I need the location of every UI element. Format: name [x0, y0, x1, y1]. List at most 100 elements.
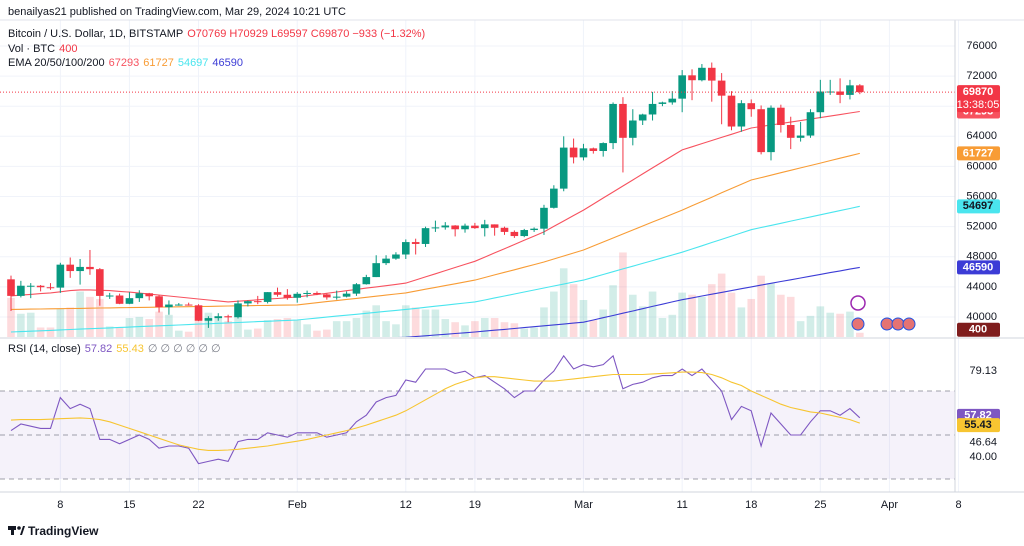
- y-tick-label: 44000: [966, 281, 997, 293]
- volume-bar: [717, 273, 726, 337]
- symbol-title: Bitcoin / U.S. Dollar, 1D, BITSTAMP: [8, 28, 184, 40]
- candle-body: [550, 188, 558, 208]
- volume-bar: [7, 297, 15, 337]
- volume-bar: [856, 332, 864, 337]
- ema-value: 46590: [212, 57, 244, 69]
- candle-body: [490, 224, 499, 228]
- volume-bar: [76, 291, 84, 337]
- volume-bar: [36, 327, 45, 337]
- candle-body: [303, 292, 311, 294]
- candle-body: [253, 301, 262, 303]
- volume-bar: [747, 298, 756, 337]
- countdown: 13:38:05: [957, 99, 1000, 111]
- candle-body: [589, 148, 598, 151]
- volume-bar: [244, 329, 252, 337]
- axis-tag: [957, 322, 1000, 337]
- axis-tag-label: 69870: [963, 86, 994, 98]
- volume-bar: [155, 311, 163, 337]
- event-icon: [891, 317, 905, 331]
- volume-bar: [441, 319, 450, 337]
- axes: 8 15 22 Feb 12 19 Mar 11 18 25 Apr 8 40000 44000 48000…: [0, 19, 1024, 511]
- candle-body: [520, 230, 529, 237]
- volume-bar: [767, 283, 775, 337]
- axis-tag: [957, 418, 1000, 433]
- volume-bar: [56, 308, 65, 337]
- volume-bar: [303, 324, 311, 337]
- volume-bar: [658, 317, 667, 337]
- candle-body: [856, 85, 864, 93]
- volume-bar: [530, 327, 538, 337]
- logo-mark: [20, 526, 25, 535]
- logo: [8, 526, 25, 535]
- volume-bar: [283, 317, 292, 337]
- candle-body: [224, 316, 232, 318]
- volume-value: 400: [59, 42, 78, 55]
- volume-bar: [224, 321, 232, 337]
- candle-body: [263, 292, 272, 302]
- candle-body: [777, 107, 785, 126]
- y-tick-label: 40000: [966, 311, 997, 323]
- volume-bar: [599, 309, 607, 337]
- volume-bar: [737, 307, 746, 337]
- candle-body: [786, 125, 795, 138]
- candle-body: [244, 301, 252, 304]
- volume-bar: [451, 322, 459, 337]
- volume-bar: [559, 268, 568, 337]
- candle-body: [66, 264, 75, 272]
- rsi-legend: RSI (14, close) 57.82 55.43 ∅ ∅ ∅ ∅ ∅ ∅: [8, 342, 225, 357]
- volume-bar: [115, 327, 124, 337]
- candle-body: [441, 225, 450, 228]
- candle-body: [668, 98, 677, 103]
- volume-bar: [727, 292, 736, 337]
- y-tick-label: 76000: [966, 40, 997, 52]
- volume-bar: [46, 327, 55, 337]
- legend-row: Bitcoin / U.S. Dollar, 1D, BITSTAMP O7076…: [8, 27, 429, 42]
- candle-body: [619, 103, 627, 138]
- ema-value: 67293: [108, 57, 140, 69]
- candle-body: [234, 303, 242, 318]
- volume-bar: [342, 321, 351, 337]
- volume-bar: [668, 314, 677, 337]
- volume-bar: [392, 324, 400, 337]
- volume-bar: [313, 330, 321, 337]
- x-tick-label: 8: [955, 499, 961, 511]
- volume-bar: [579, 300, 588, 337]
- candle-body: [707, 67, 716, 81]
- rsi-line: [10, 354, 861, 465]
- candle-body: [461, 225, 469, 230]
- y-tick-label: 40.00: [969, 451, 997, 463]
- volume-bar: [293, 320, 302, 337]
- candle-body: [105, 295, 114, 297]
- volume-bar: [273, 319, 282, 337]
- volume-bar: [777, 294, 785, 337]
- candle-body: [747, 103, 756, 110]
- volume-bar: [431, 309, 440, 337]
- volume-bar: [86, 296, 94, 337]
- candle-body: [836, 91, 844, 95]
- volume-bar: [609, 285, 617, 337]
- candle-body: [362, 277, 371, 285]
- volume-bar: [629, 294, 637, 337]
- candle-body: [313, 292, 321, 295]
- candle-body: [283, 294, 292, 298]
- candle-body: [402, 242, 410, 255]
- volume-bar: [402, 305, 410, 337]
- candle-body: [46, 287, 55, 289]
- volume-bar: [263, 320, 272, 337]
- volume-bar: [174, 330, 183, 337]
- ema-value: 61727: [143, 57, 174, 69]
- x-tick-label: 18: [745, 499, 757, 511]
- y-tick-label: 52000: [966, 221, 997, 233]
- candle-body: [76, 266, 84, 272]
- ema-value: 54697: [177, 57, 209, 69]
- candle-body: [184, 304, 193, 306]
- volume-bar: [214, 317, 223, 337]
- candle-body: [559, 147, 568, 189]
- candle-body: [392, 254, 400, 259]
- candle-body: [717, 80, 726, 96]
- candle-body: [737, 103, 746, 127]
- event-icon: [851, 317, 865, 331]
- candle-body: [599, 143, 607, 151]
- volume-bar: [707, 284, 716, 337]
- ohlc-label: O70769 H70929 L69597 C69870 −933 (−1.32%…: [187, 28, 426, 40]
